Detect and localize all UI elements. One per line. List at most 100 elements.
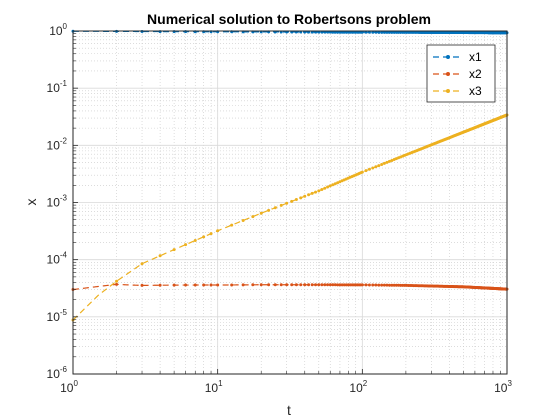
data-point-x2	[390, 283, 394, 287]
data-point-x2	[382, 283, 386, 287]
data-point-x2	[115, 282, 119, 286]
data-point-x3	[331, 183, 335, 187]
data-point-x3	[172, 248, 176, 252]
y-tick-label: 10-5	[47, 308, 68, 324]
data-point-x2	[279, 283, 283, 287]
data-point-x2	[331, 283, 335, 287]
data-point-x3	[303, 194, 307, 198]
legend-label: x2	[469, 67, 482, 81]
data-point-x2	[392, 283, 396, 287]
y-tick-label: 10-3	[47, 194, 68, 210]
data-point-x2	[193, 283, 197, 287]
series-x3	[71, 113, 509, 322]
data-point-x2	[273, 283, 277, 287]
data-point-x2	[251, 283, 255, 287]
data-point-x2	[209, 283, 213, 287]
legend-marker	[446, 89, 450, 93]
data-point-x2	[290, 283, 294, 287]
x-tick-label: 102	[349, 379, 367, 395]
data-point-x2	[172, 283, 176, 287]
data-point-x2	[140, 283, 144, 287]
data-point-x2	[230, 283, 234, 287]
data-point-x3	[382, 161, 386, 165]
data-point-x3	[367, 167, 371, 171]
y-tick-label: 100	[49, 22, 67, 38]
y-tick-label: 10-2	[47, 136, 68, 152]
data-point-x1	[360, 30, 364, 34]
x-tick-label: 103	[494, 379, 512, 395]
x-axis-label: t	[287, 402, 291, 418]
data-point-x3	[193, 238, 197, 242]
data-point-x2	[367, 283, 371, 287]
chart-title: Numerical solution to Robertsons problem	[147, 11, 431, 27]
data-point-x2	[340, 283, 344, 287]
data-point-x1	[377, 30, 381, 34]
data-point-x3	[390, 158, 394, 162]
series-layer	[71, 29, 509, 322]
data-point-x3	[184, 243, 188, 247]
legend-entry-x1: x1	[433, 50, 482, 64]
legend-label: x3	[469, 84, 482, 98]
data-point-x3	[230, 223, 234, 227]
data-point-x3	[323, 186, 327, 190]
data-point-x2	[303, 283, 307, 287]
data-point-x3	[333, 182, 337, 186]
data-point-x1	[385, 30, 389, 34]
data-point-x2	[387, 283, 391, 287]
data-point-x3	[299, 196, 303, 200]
data-point-x3	[326, 185, 330, 189]
data-point-x3	[140, 262, 144, 266]
data-point-x2	[394, 283, 398, 287]
data-point-x2	[338, 283, 342, 287]
data-point-x2	[267, 283, 271, 287]
data-point-x2	[320, 283, 324, 287]
data-point-x2	[364, 283, 368, 287]
y-tick-label: 10-4	[47, 251, 68, 267]
data-point-x1	[380, 30, 384, 34]
data-point-x3	[364, 169, 368, 173]
data-point-x3	[202, 235, 206, 239]
data-point-x3	[374, 165, 378, 169]
data-point-x2	[184, 283, 188, 287]
data-point-x3	[307, 193, 311, 197]
data-point-x3	[380, 162, 384, 166]
data-point-x2	[241, 283, 245, 287]
data-point-x2	[380, 283, 384, 287]
data-point-x2	[342, 283, 346, 287]
data-point-x2	[377, 283, 381, 287]
data-point-x3	[115, 279, 119, 283]
data-point-x2	[336, 283, 340, 287]
data-point-x2	[299, 283, 303, 287]
legend-label: x1	[469, 50, 482, 64]
data-point-x2	[385, 283, 389, 287]
data-point-x2	[371, 283, 375, 287]
data-point-x1	[374, 30, 378, 34]
data-point-x3	[279, 203, 283, 207]
data-point-x3	[328, 184, 332, 188]
data-point-x1	[371, 30, 375, 34]
data-point-x3	[290, 199, 294, 203]
data-point-x3	[273, 206, 277, 210]
data-point-x3	[360, 170, 364, 174]
data-point-x3	[216, 229, 220, 233]
data-point-x2	[323, 283, 327, 287]
data-point-x1	[394, 30, 398, 34]
data-point-x3	[241, 219, 245, 222]
x-tick-label: 100	[60, 379, 78, 395]
data-point-x3	[385, 160, 389, 164]
data-point-x1	[387, 30, 391, 34]
data-point-x3	[377, 164, 381, 168]
data-point-x3	[314, 190, 318, 194]
data-point-x3	[259, 211, 263, 215]
data-point-x2	[285, 283, 289, 287]
y-axis-label: x	[23, 199, 39, 206]
y-tick-label: 10-1	[47, 79, 68, 95]
data-point-x2	[333, 283, 337, 287]
data-point-x3	[294, 198, 298, 202]
data-point-x2	[360, 283, 364, 287]
data-point-x2	[294, 283, 298, 287]
legend-marker	[446, 55, 450, 59]
data-point-x3	[285, 201, 289, 205]
data-point-x3	[209, 232, 213, 236]
